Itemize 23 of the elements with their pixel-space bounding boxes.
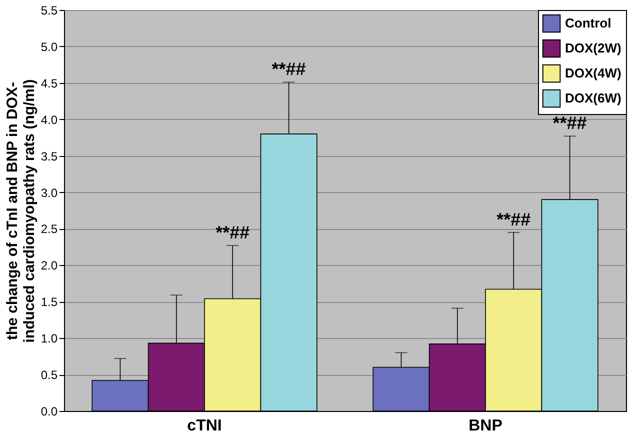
y-tick-label: 4.5 [40, 76, 58, 90]
annotation: **## [552, 113, 587, 134]
annotation: **## [216, 222, 250, 242]
y-tick-label: 4.0 [40, 112, 58, 127]
y-tick-label: 0.0 [40, 404, 58, 418]
y-tick-label: 2.0 [40, 258, 58, 273]
y-tick-label: 3.0 [40, 186, 58, 200]
y-tick-label: 5.5 [40, 4, 58, 18]
x-tick-label: BNP [468, 418, 503, 434]
y-tick-label: 3.5 [40, 149, 58, 164]
annotation: **## [272, 59, 306, 80]
legend-label: DOX(4W) [565, 66, 622, 80]
legend-label: Control [565, 16, 612, 30]
x-tick-label: cTNI [187, 418, 222, 434]
y-tick-label: 0.5 [40, 368, 58, 382]
y-tick-label: 1.0 [40, 332, 58, 346]
y-tick-label: 1.5 [40, 295, 58, 310]
annotation: **## [496, 209, 531, 230]
y-axis-title: the change of cTnI and BNP in DOX-induced cardiomyopathy rats (ng/ml) [4, 79, 38, 343]
y-tick-label: 2.5 [40, 222, 58, 236]
y-tick-label: 5.0 [40, 40, 58, 54]
legend-label: DOX(2W) [565, 40, 622, 56]
legend-label: DOX(6W) [565, 90, 622, 106]
